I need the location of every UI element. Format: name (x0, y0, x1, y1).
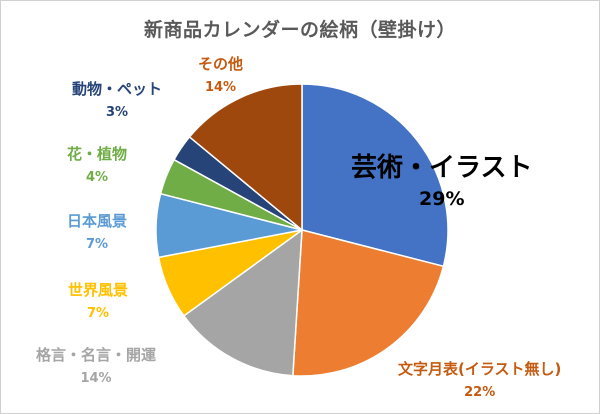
slice-percent: 22% (464, 385, 496, 400)
slice-percent: 7% (86, 306, 110, 321)
data-label-text-calendar: 文字月表(イラスト無し) 22% (398, 358, 561, 400)
data-label-quotes-fortune: 格言・名言・開運 14% (36, 344, 156, 386)
pie-slice-quotes-fortune (182, 228, 303, 377)
data-label-animals-pets: 動物・ペット 3% (72, 78, 162, 120)
slice-name: 日本風景 (67, 212, 128, 230)
slice-name: 世界風景 (68, 281, 129, 299)
slice-percent: 14% (204, 80, 237, 95)
slice-name: 動物・ペット (72, 80, 163, 98)
slice-percent: 4% (85, 170, 109, 185)
slice-name: その他 (198, 55, 244, 73)
pie-slice-art-illustration (301, 83, 449, 268)
data-label-world-scenery: 世界風景 7% (68, 279, 128, 321)
data-label-other: その他 14% (198, 53, 243, 95)
pie-slice-other (188, 83, 303, 232)
data-label-flowers-plants: 花・植物 4% (67, 143, 127, 185)
slice-percent: 7% (85, 237, 109, 252)
slice-percent: 3% (105, 105, 129, 120)
slice-percent: 29% (419, 188, 465, 210)
slice-name: 芸術・イラスト (351, 153, 533, 183)
slice-percent: 14% (80, 371, 112, 386)
slice-name: 花・植物 (67, 145, 128, 163)
pie-slice-text-calendar (292, 229, 445, 377)
chart-title: 新商品カレンダーの絵柄（壁掛け） (143, 19, 456, 41)
data-label-japan-scenery: 日本風景 7% (67, 210, 127, 252)
slice-name: 文字月表(イラスト無し) (398, 360, 562, 378)
slice-name: 格言・名言・開運 (36, 346, 157, 364)
data-label-art-illustration: 芸術・イラスト 29% (351, 147, 532, 210)
